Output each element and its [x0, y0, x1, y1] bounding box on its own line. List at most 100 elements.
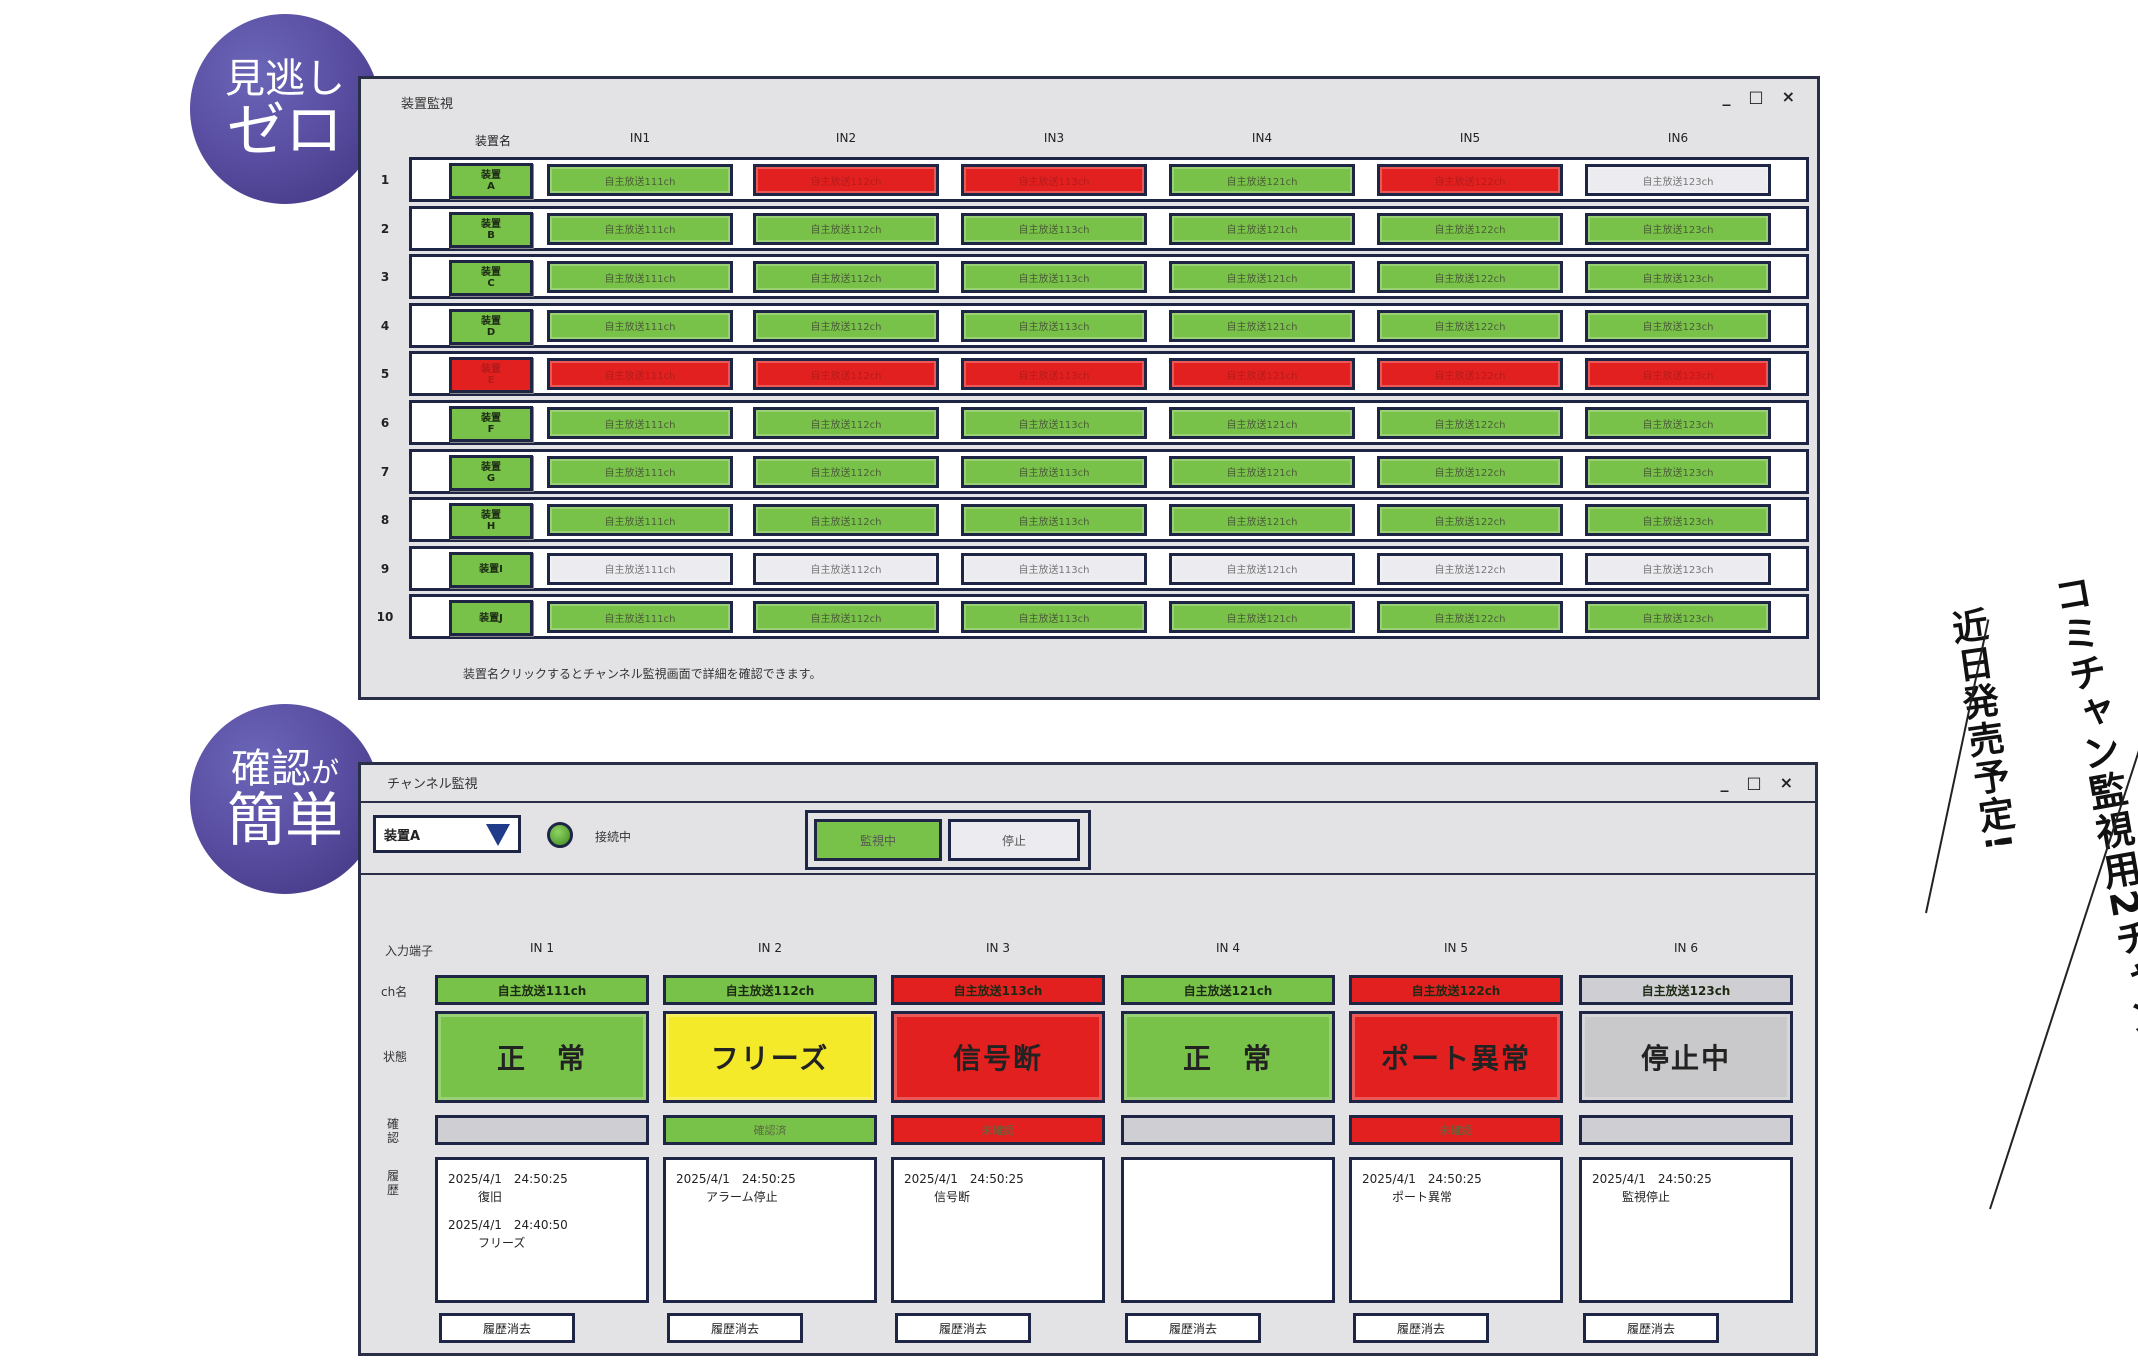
channel-cell[interactable]: 自主放送113ch: [961, 552, 1147, 585]
channel-cell[interactable]: 自主放送121ch: [1169, 455, 1355, 488]
channel-cell[interactable]: 自主放送122ch: [1377, 601, 1563, 634]
device-name-button[interactable]: 装置 A: [449, 163, 533, 199]
channel-cell[interactable]: 自主放送111ch: [547, 407, 733, 439]
channel-cell[interactable]: 自主放送111ch: [547, 504, 733, 537]
channel-cell[interactable]: 自主放送122ch: [1377, 164, 1563, 196]
clear-history-button[interactable]: 履歴消去: [439, 1313, 575, 1343]
channel-cell[interactable]: 自主放送121ch: [1169, 261, 1355, 294]
confirm-button[interactable]: 確認済: [663, 1115, 877, 1145]
maximize-icon[interactable]: □: [1746, 773, 1762, 792]
device-name-button[interactable]: 装置 E: [449, 357, 533, 394]
channel-cell[interactable]: 自主放送111ch: [547, 261, 733, 294]
monitor-button[interactable]: 監視中: [814, 819, 942, 861]
channel-cell[interactable]: 自主放送121ch: [1169, 309, 1355, 342]
clear-history-button[interactable]: 履歴消去: [895, 1313, 1031, 1343]
status-panel: フリーズ: [663, 1011, 877, 1103]
history-box: 2025/4/1 24:50:25 復旧 2025/4/1 24:40:50 フリーズ: [435, 1157, 649, 1303]
channel-cell[interactable]: 自主放送113ch: [961, 601, 1147, 634]
channel-cell[interactable]: 自主放送121ch: [1169, 407, 1355, 439]
confirm-button[interactable]: [435, 1115, 649, 1145]
clear-history-button[interactable]: 履歴消去: [1353, 1313, 1489, 1343]
channel-cell[interactable]: 自主放送113ch: [961, 164, 1147, 196]
channel-cell[interactable]: 自主放送113ch: [961, 261, 1147, 294]
col-header-in3: IN3: [1043, 131, 1065, 145]
channel-cell[interactable]: 自主放送121ch: [1169, 164, 1355, 196]
channel-cell[interactable]: 自主放送123ch: [1585, 212, 1771, 245]
device-name-line2: C: [487, 278, 495, 290]
channel-cell[interactable]: 自主放送112ch: [753, 504, 939, 537]
minimize-icon[interactable]: _: [1722, 87, 1731, 106]
confirm-button[interactable]: 未確認: [1349, 1115, 1563, 1145]
channel-cell[interactable]: 自主放送111ch: [547, 455, 733, 488]
stop-button[interactable]: 停止: [948, 819, 1080, 861]
channel-cell[interactable]: 自主放送122ch: [1377, 552, 1563, 585]
channel-cell[interactable]: 自主放送123ch: [1585, 601, 1771, 634]
channel-cell[interactable]: 自主放送112ch: [753, 212, 939, 245]
channel-cell[interactable]: 自主放送111ch: [547, 552, 733, 585]
device-name-button[interactable]: 装置 C: [449, 260, 533, 297]
channel-cell[interactable]: 自主放送123ch: [1585, 309, 1771, 342]
channel-cell[interactable]: 自主放送111ch: [547, 358, 733, 391]
channel-cell[interactable]: 自主放送111ch: [547, 601, 733, 634]
device-name-line1: 装置: [481, 510, 501, 522]
clear-history-button[interactable]: 履歴消去: [1583, 1313, 1719, 1343]
channel-cell[interactable]: 自主放送111ch: [547, 212, 733, 245]
channel-cell[interactable]: 自主放送123ch: [1585, 358, 1771, 391]
channel-cell[interactable]: 自主放送123ch: [1585, 164, 1771, 196]
channel-cell[interactable]: 自主放送122ch: [1377, 261, 1563, 294]
channel-cell[interactable]: 自主放送113ch: [961, 358, 1147, 391]
history-box: 2025/4/1 24:50:25 信号断: [891, 1157, 1105, 1303]
confirm-button[interactable]: [1121, 1115, 1335, 1145]
history-event: 復旧: [478, 1190, 503, 1204]
history-timestamp: 2025/4/1 24:50:25: [448, 1172, 568, 1186]
channel-cell[interactable]: 自主放送111ch: [547, 309, 733, 342]
channel-cell[interactable]: 自主放送121ch: [1169, 504, 1355, 537]
minimize-icon[interactable]: _: [1720, 773, 1729, 792]
channel-cell[interactable]: 自主放送113ch: [961, 504, 1147, 537]
device-name-button[interactable]: 装置 B: [449, 211, 533, 248]
channel-cell[interactable]: 自主放送112ch: [753, 552, 939, 585]
channel-cell[interactable]: 自主放送121ch: [1169, 552, 1355, 585]
channel-cell[interactable]: 自主放送123ch: [1585, 504, 1771, 537]
channel-cell[interactable]: 自主放送122ch: [1377, 309, 1563, 342]
channel-cell[interactable]: 自主放送112ch: [753, 261, 939, 294]
channel-cell[interactable]: 自主放送121ch: [1169, 601, 1355, 634]
channel-cell[interactable]: 自主放送122ch: [1377, 212, 1563, 245]
device-name-button[interactable]: 装置 H: [449, 503, 533, 540]
channel-cell[interactable]: 自主放送113ch: [961, 455, 1147, 488]
channel-cell[interactable]: 自主放送123ch: [1585, 261, 1771, 294]
device-select-dropdown[interactable]: 装置A: [373, 815, 521, 853]
channel-cell[interactable]: 自主放送113ch: [961, 407, 1147, 439]
device-name-line2: E: [487, 375, 495, 387]
device-name-button[interactable]: 装置J: [449, 600, 533, 637]
channel-cell[interactable]: 自主放送121ch: [1169, 212, 1355, 245]
clear-history-button[interactable]: 履歴消去: [667, 1313, 803, 1343]
device-name-button[interactable]: 装置I: [449, 551, 533, 588]
confirm-button[interactable]: [1579, 1115, 1793, 1145]
channel-cell[interactable]: 自主放送113ch: [961, 212, 1147, 245]
device-name-button[interactable]: 装置 F: [449, 406, 533, 442]
channel-cell[interactable]: 自主放送112ch: [753, 309, 939, 342]
clear-history-button[interactable]: 履歴消去: [1125, 1313, 1261, 1343]
channel-cell[interactable]: 自主放送112ch: [753, 164, 939, 196]
channel-cell[interactable]: 自主放送112ch: [753, 601, 939, 634]
channel-cell[interactable]: 自主放送112ch: [753, 407, 939, 439]
close-icon[interactable]: ×: [1781, 87, 1795, 106]
channel-cell[interactable]: 自主放送112ch: [753, 358, 939, 391]
channel-cell[interactable]: 自主放送112ch: [753, 455, 939, 488]
close-icon[interactable]: ×: [1779, 773, 1793, 792]
channel-cell[interactable]: 自主放送123ch: [1585, 552, 1771, 585]
channel-cell[interactable]: 自主放送121ch: [1169, 358, 1355, 391]
maximize-icon[interactable]: □: [1748, 87, 1764, 106]
channel-cell[interactable]: 自主放送111ch: [547, 164, 733, 196]
channel-cell[interactable]: 自主放送123ch: [1585, 407, 1771, 439]
channel-cell[interactable]: 自主放送122ch: [1377, 358, 1563, 391]
channel-cell[interactable]: 自主放送122ch: [1377, 504, 1563, 537]
channel-cell[interactable]: 自主放送122ch: [1377, 455, 1563, 488]
confirm-button[interactable]: 未確認: [891, 1115, 1105, 1145]
channel-cell[interactable]: 自主放送123ch: [1585, 455, 1771, 488]
device-name-button[interactable]: 装置 G: [449, 454, 533, 491]
channel-cell[interactable]: 自主放送122ch: [1377, 407, 1563, 439]
device-name-button[interactable]: 装置 D: [449, 308, 533, 345]
channel-cell[interactable]: 自主放送113ch: [961, 309, 1147, 342]
